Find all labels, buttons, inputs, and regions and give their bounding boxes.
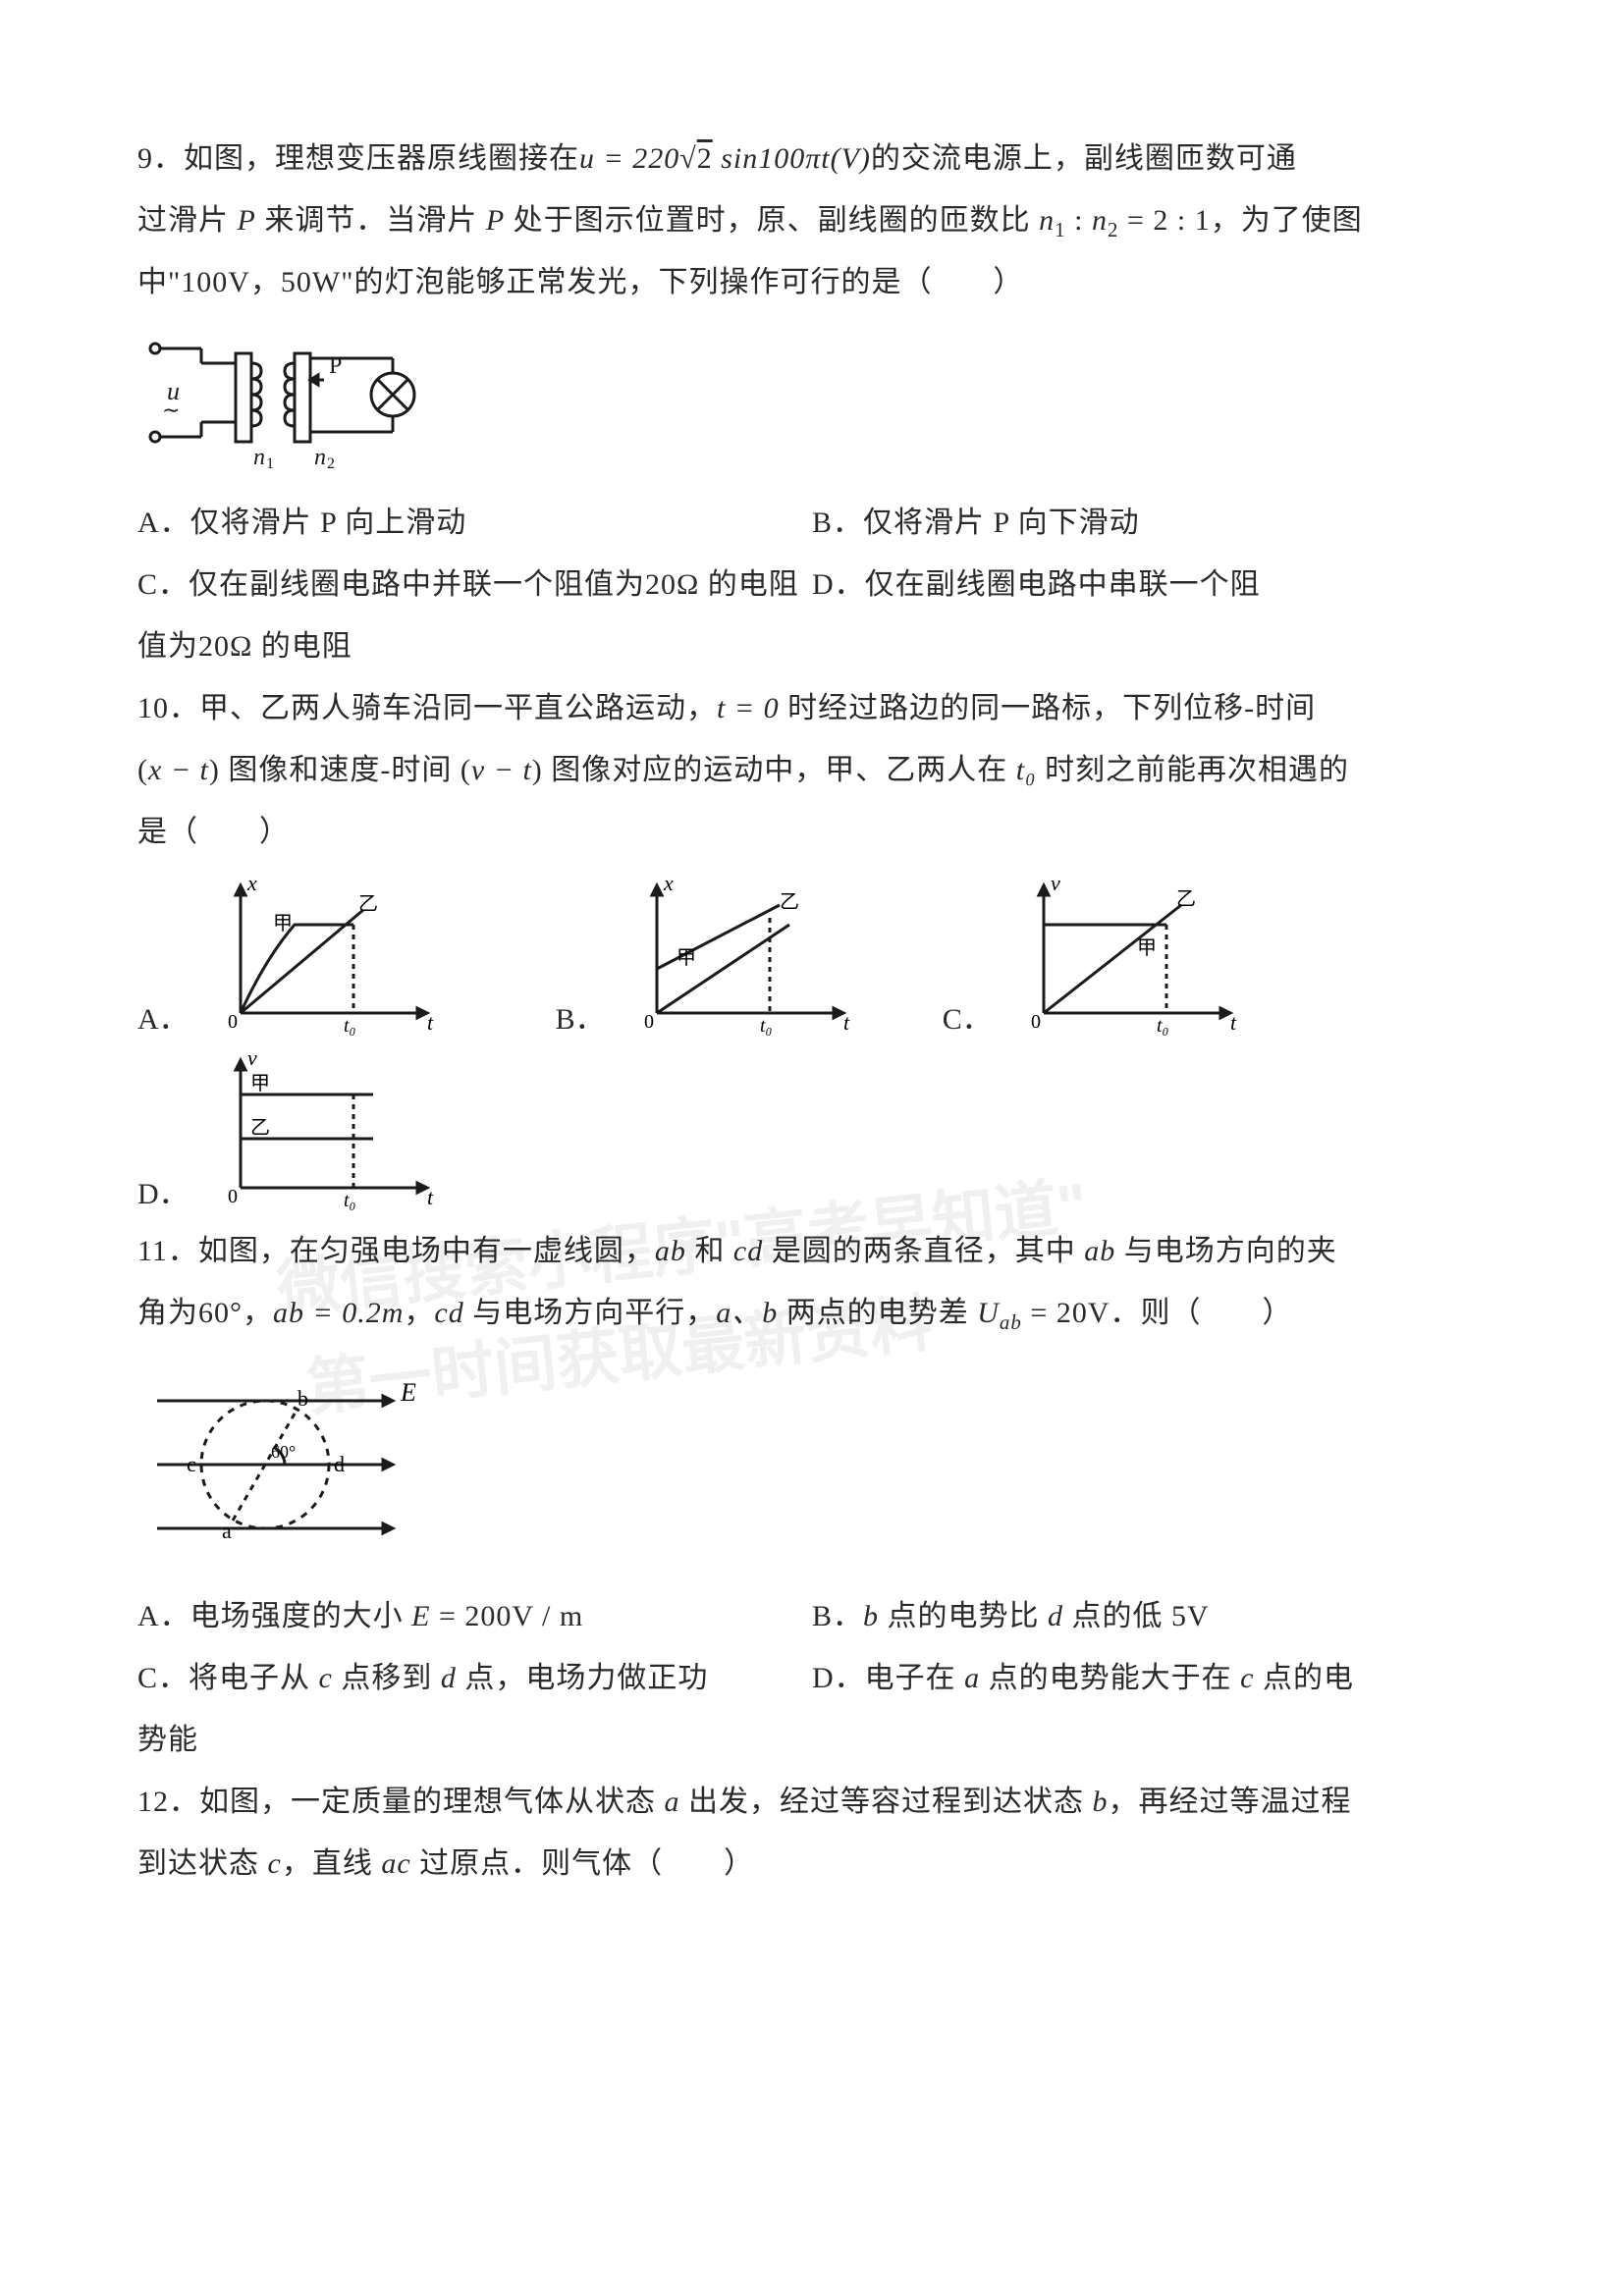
svg-text:x: x [246, 871, 257, 895]
svg-text:a: a [222, 1519, 232, 1543]
svg-text:E: E [400, 1378, 416, 1407]
q10-label-B: B． [556, 994, 605, 1038]
q11-opt-D-l1: D．电子在 a 点的电势能大于在 c 点的电 [812, 1647, 1487, 1709]
q11-opt-A: A．电场强度的大小 E = 200V / m [137, 1585, 812, 1647]
q11-line1: 11．如图，在匀强电场中有一虚线圆，ab 和 cd 是圆的两条直径，其中 ab … [137, 1220, 1487, 1282]
svg-text:v: v [1051, 871, 1060, 895]
q10-graph-A: x t 0 甲 乙 t₀ [206, 871, 442, 1038]
svg-text:∼: ∼ [162, 398, 180, 422]
svg-text:c: c [187, 1452, 196, 1476]
q9-line1: 9．如图，理想变压器原线圈接在u = 220√2 sin100πt(V)的交流电… [137, 128, 1487, 189]
q10-graph-row-1: A． x t 0 甲 乙 t₀ B． [137, 871, 1487, 1038]
svg-text:t: t [843, 1010, 850, 1035]
q9-options: A．仅将滑片 P 向上滑动 B．仅将滑片 P 向下滑动 C．仅在副线圈电路中并联… [137, 492, 1487, 677]
svg-text:n: n [253, 445, 265, 470]
svg-text:乙: 乙 [1176, 888, 1196, 910]
svg-text:d: d [334, 1452, 345, 1476]
svg-text:P: P [329, 353, 342, 379]
svg-text:0: 0 [1031, 1011, 1041, 1033]
q11-opt-C: C．将电子从 c 点移到 d 点，电场力做正功 [137, 1647, 812, 1709]
svg-text:1: 1 [266, 455, 274, 472]
svg-text:t: t [427, 1010, 434, 1035]
q9-opt-C: C．仅在副线圈电路中并联一个阻值为20Ω 的电阻 [137, 554, 812, 615]
svg-text:t₀: t₀ [344, 1190, 356, 1211]
svg-text:0: 0 [228, 1011, 238, 1033]
q11-options: A．电场强度的大小 E = 200V / m B．b 点的电势比 d 点的低 5… [137, 1585, 1487, 1771]
svg-text:t: t [1230, 1010, 1237, 1035]
q9-opt-B: B．仅将滑片 P 向下滑动 [812, 492, 1487, 554]
svg-text:x: x [663, 871, 674, 895]
svg-text:b: b [298, 1386, 308, 1411]
q11-opt-D-l2: 势能 [137, 1709, 1487, 1771]
q11-number: 11． [137, 1235, 198, 1267]
q9-opt-A: A．仅将滑片 P 向上滑动 [137, 492, 812, 554]
svg-text:t₀: t₀ [344, 1015, 356, 1037]
svg-text:v: v [247, 1045, 257, 1070]
svg-text:乙: 乙 [780, 891, 799, 913]
svg-text:甲: 甲 [677, 947, 696, 969]
q9-opt-D-l1: D．仅在副线圈电路中串联一个阻 [812, 554, 1487, 615]
svg-text:0: 0 [228, 1186, 238, 1207]
q10-line1: 10．甲、乙两人骑车沿同一平直公路运动，t = 0 时经过路边的同一路标，下列位… [137, 677, 1487, 739]
svg-text:甲: 甲 [250, 1073, 270, 1095]
q12-line2: 到达状态 c，直线 ac 过原点．则气体（ ） [137, 1833, 1487, 1895]
q9-ratio: n1 : n2 = 2 : 1 [1039, 204, 1211, 237]
q12-line1: 12．如图，一定质量的理想气体从状态 a 出发，经过等容过程到达状态 b，再经过… [137, 1771, 1487, 1833]
svg-text:甲: 甲 [273, 913, 293, 934]
q10-label-D: D． [137, 1169, 189, 1212]
svg-text:0: 0 [644, 1011, 654, 1033]
svg-text:t₀: t₀ [760, 1015, 773, 1037]
svg-text:甲: 甲 [1137, 937, 1157, 959]
q10-graph-row-2: D． v t 0 甲 乙 t₀ [137, 1045, 1487, 1212]
q9-number: 9． [137, 142, 184, 175]
q11-figure: E b a c d 60° [137, 1362, 1487, 1568]
q11-opt-B: B．b 点的电势比 d 点的低 5V [812, 1585, 1487, 1647]
svg-text:t₀: t₀ [1157, 1015, 1169, 1037]
svg-text:2: 2 [327, 455, 335, 472]
q12-number: 12． [137, 1786, 199, 1818]
svg-text:乙: 乙 [358, 893, 378, 915]
q9-line3: 中"100V，50W"的灯泡能够正常发光，下列操作可行的是（ ） [137, 251, 1487, 313]
svg-text:60°: 60° [271, 1442, 296, 1462]
svg-text:乙: 乙 [250, 1117, 270, 1139]
exam-page: 9．如图，理想变压器原线圈接在u = 220√2 sin100πt(V)的交流电… [0, 0, 1624, 2296]
svg-text:n: n [314, 445, 326, 470]
q10-label-A: A． [137, 994, 189, 1038]
q10-number: 10． [137, 692, 199, 724]
q9-line2: 过滑片 P 来调节．当滑片 P 处于图示位置时，原、副线圈的匝数比 n1 : n… [137, 189, 1487, 251]
q9-formula: u = 220√2 sin100πt(V) [579, 142, 871, 175]
q10-line2: (x − t) 图像和速度-时间 (v − t) 图像对应的运动中，甲、乙两人在… [137, 739, 1487, 801]
svg-text:t: t [427, 1185, 434, 1209]
q10-graph-D: v t 0 甲 乙 t₀ [206, 1045, 442, 1212]
q10-line3: 是（ ） [137, 801, 1487, 863]
q10-graph-B: x t 0 甲 乙 t₀ [623, 871, 858, 1038]
q10-label-C: C． [943, 994, 992, 1038]
q9-opt-D-l2: 值为20Ω 的电阻 [137, 615, 1487, 677]
q9-figure: u ∼ n 1 n 2 P [137, 319, 1487, 486]
q10-graph-C: v t 0 甲 乙 t₀ [1009, 871, 1245, 1038]
q11-line2: 角为60°，ab = 0.2m，cd 与电场方向平行，a、b 两点的电势差 Ua… [137, 1282, 1487, 1344]
